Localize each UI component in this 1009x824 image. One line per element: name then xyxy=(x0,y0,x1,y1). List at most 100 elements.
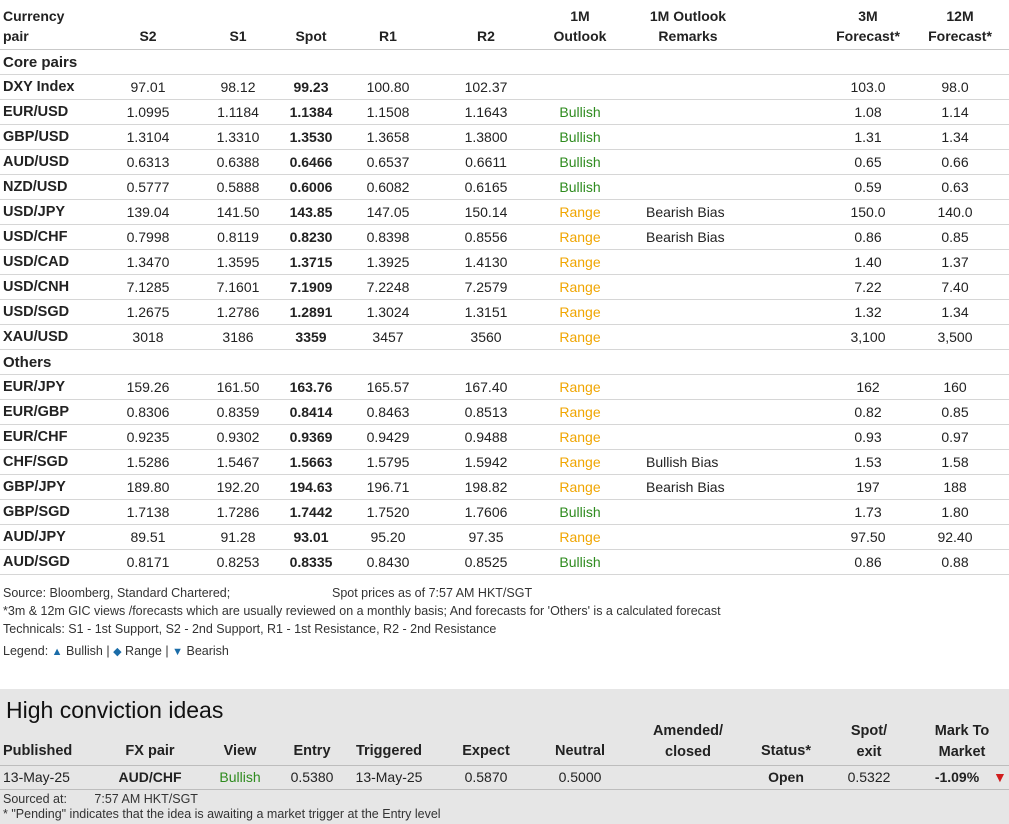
s1-cell: 0.6388 xyxy=(216,154,260,170)
f12-cell: 0.66 xyxy=(941,154,969,170)
legend-bearish: Bearish xyxy=(186,644,229,658)
f12-cell: 3,500 xyxy=(937,329,973,345)
table-row: CHF/SGD 1.5286 1.5467 1.5663 1.5795 1.5942 Ran… xyxy=(0,450,1009,475)
r1-cell: 165.57 xyxy=(366,379,410,395)
r1-cell: 0.8463 xyxy=(366,404,410,420)
f3-cell: 1.08 xyxy=(854,104,882,120)
fx-outlook-table: Currency pair S2 S1 Spot R1 R2 1M Outloo… xyxy=(0,6,1009,575)
spot-cell: 1.3715 xyxy=(289,254,333,270)
f12-cell: 1.34 xyxy=(941,304,969,320)
remarks-cell: Bearish Bias xyxy=(646,204,725,220)
r2-cell: 0.8513 xyxy=(464,404,508,420)
f12-cell: 140.0 xyxy=(937,204,973,220)
pair-cell: AUD/USD xyxy=(3,154,70,170)
s1-cell: 0.5888 xyxy=(216,179,260,195)
s1-cell: 1.2786 xyxy=(216,304,260,320)
spot-cell: 0.6466 xyxy=(289,154,333,170)
s2-cell: 3018 xyxy=(132,329,164,345)
outlook-cell: Range xyxy=(559,429,601,445)
s2-cell: 0.8306 xyxy=(126,404,170,420)
table-row: GBP/JPY 189.80 192.20 194.63 196.71 198.82 Ran… xyxy=(0,475,1009,500)
up-triangle-icon: ▲ xyxy=(51,646,63,658)
s1-cell: 1.7286 xyxy=(216,504,260,520)
s1-cell: 91.28 xyxy=(220,529,256,545)
table-row: USD/CAD 1.3470 1.3595 1.3715 1.3925 1.4130 Ran… xyxy=(0,250,1009,275)
hci-header-amended-line1: Amended/ xyxy=(652,723,724,739)
header-spot: Spot xyxy=(295,28,327,44)
r1-cell: 100.80 xyxy=(366,79,410,95)
pair-cell: EUR/GBP xyxy=(3,404,70,420)
s1-cell: 7.1601 xyxy=(216,279,260,295)
section-title: Others xyxy=(0,350,1009,375)
header-currency-pair-line2: pair xyxy=(3,28,29,44)
header-currency-pair-line1: Currency xyxy=(3,8,65,24)
spot-cell: 0.8414 xyxy=(289,404,333,420)
s1-cell: 0.8359 xyxy=(216,404,260,420)
f3-cell: 0.86 xyxy=(854,554,882,570)
pair-cell: GBP/USD xyxy=(3,129,70,145)
s1-cell: 3186 xyxy=(222,329,254,345)
r2-cell: 0.6165 xyxy=(464,179,508,195)
f3-cell: 197 xyxy=(856,479,880,495)
header-1m-remarks: 1M Outlook Remarks xyxy=(628,6,748,46)
diamond-icon: ◆ xyxy=(113,646,122,658)
legend: Legend: ▲ Bullish | ◆ Range | ▼ Bearish xyxy=(3,642,721,661)
pair-cell: GBP/JPY xyxy=(3,479,66,495)
r2-cell: 1.4130 xyxy=(464,254,508,270)
pair-cell: USD/CAD xyxy=(3,254,70,270)
r2-cell: 97.35 xyxy=(468,529,504,545)
hci-header-triggered: Triggered xyxy=(355,743,423,759)
s2-cell: 1.7138 xyxy=(126,504,170,520)
s1-cell: 0.8253 xyxy=(216,554,260,570)
outlook-cell: Range xyxy=(559,379,601,395)
hci-entry: 0.5380 xyxy=(290,769,334,785)
table-row: USD/SGD 1.2675 1.2786 1.2891 1.3024 1.3151 Ran… xyxy=(0,300,1009,325)
f12-cell: 1.14 xyxy=(941,104,969,120)
header-r2: R2 xyxy=(477,28,495,44)
r2-cell: 1.7606 xyxy=(464,504,508,520)
f12-cell: 1.37 xyxy=(941,254,969,270)
r2-cell: 1.1643 xyxy=(464,104,508,120)
hci-header-spot-exit: Spot/ exit xyxy=(829,721,909,763)
s2-cell: 97.01 xyxy=(130,79,166,95)
f3-cell: 1.31 xyxy=(854,129,882,145)
hci-title: High conviction ideas xyxy=(6,697,224,723)
s2-cell: 0.7998 xyxy=(126,229,170,245)
spot-cell: 1.3530 xyxy=(289,129,333,145)
r1-cell: 1.1508 xyxy=(366,104,410,120)
hci-published: 13-May-25 xyxy=(3,769,70,785)
spot-time-text: Spot prices as of 7:57 AM HKT/SGT xyxy=(332,586,533,600)
header-1m-outlook-line2: Outlook xyxy=(553,28,607,44)
outlook-cell: Bullish xyxy=(559,129,601,145)
hci-header-pair: FX pair xyxy=(125,743,175,759)
outlook-cell: Bullish xyxy=(559,179,601,195)
r1-cell: 0.6082 xyxy=(366,179,410,195)
high-conviction-panel: High conviction ideas Published FX pair … xyxy=(0,689,1009,824)
pair-cell: GBP/SGD xyxy=(3,504,70,520)
s1-cell: 1.3595 xyxy=(216,254,260,270)
header-12m-forecast: 12M Forecast* xyxy=(915,6,1005,46)
spot-cell: 1.5663 xyxy=(289,454,333,470)
f12-cell: 92.40 xyxy=(937,529,973,545)
s1-cell: 141.50 xyxy=(216,204,260,220)
f12-cell: 1.58 xyxy=(941,454,969,470)
r2-cell: 0.6611 xyxy=(465,154,507,170)
pair-cell: EUR/JPY xyxy=(3,379,66,395)
outlook-cell: Bullish xyxy=(559,504,601,520)
s2-cell: 1.3104 xyxy=(126,129,170,145)
r1-cell: 196.71 xyxy=(366,479,410,495)
spot-cell: 0.6006 xyxy=(289,179,333,195)
f12-cell: 1.34 xyxy=(941,129,969,145)
pair-cell: DXY Index xyxy=(3,79,75,95)
f3-cell: 0.65 xyxy=(854,154,882,170)
header-1m-outlook: 1M Outlook xyxy=(540,6,620,46)
s2-cell: 1.5286 xyxy=(126,454,170,470)
table-row: USD/CNH 7.1285 7.1601 7.1909 7.2248 7.2579 Ran… xyxy=(0,275,1009,300)
r2-cell: 1.3151 xyxy=(464,304,508,320)
table-row: AUD/USD 0.6313 0.6388 0.6466 0.6537 0.6611 Bul… xyxy=(0,150,1009,175)
spot-cell: 163.76 xyxy=(289,379,333,395)
hci-header-amended: Amended/ closed xyxy=(638,721,738,763)
outlook-cell: Range xyxy=(559,454,601,470)
header-currency-pair: Currency pair xyxy=(3,6,64,46)
r2-cell: 1.5942 xyxy=(464,454,508,470)
